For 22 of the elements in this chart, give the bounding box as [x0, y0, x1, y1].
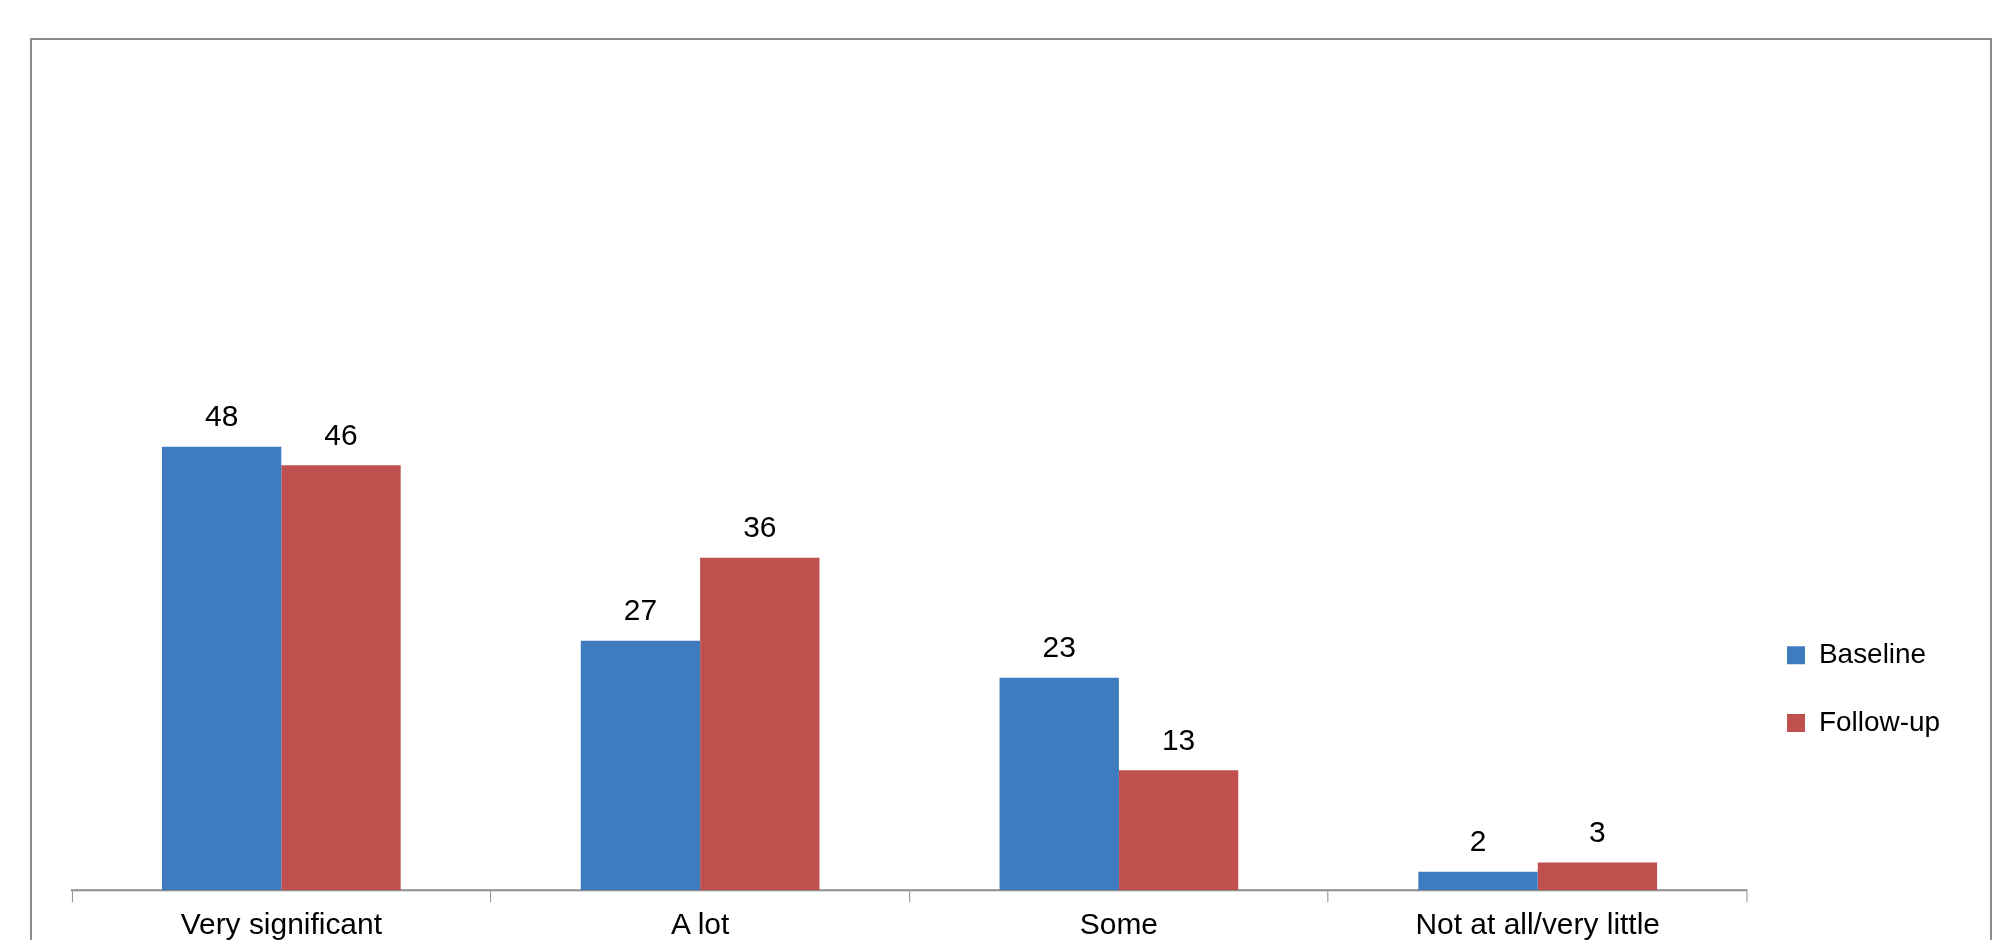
data-label: 23 [1042, 630, 1076, 664]
data-label: 36 [743, 510, 777, 544]
bar [700, 557, 820, 891]
data-label: 27 [623, 593, 658, 627]
bar [1418, 871, 1538, 891]
x-tick-label: A lot [671, 907, 730, 940]
bar [999, 677, 1119, 891]
legend-label: Baseline [1818, 638, 1927, 669]
data-label: 13 [1161, 722, 1196, 756]
legend-label: Follow-up [1818, 705, 1941, 737]
bar [580, 640, 701, 891]
data-label: 2 [1469, 824, 1487, 858]
bar [161, 446, 282, 891]
data-label: 48 [205, 399, 239, 433]
bar [1118, 770, 1239, 891]
data-label: 3 [1589, 814, 1606, 848]
data-label: 46 [324, 417, 358, 451]
x-tick-label: Very significant [180, 907, 383, 940]
bar [1537, 862, 1658, 891]
bar [281, 465, 401, 891]
x-tick-label: Some [1079, 907, 1159, 940]
x-tick-label: Not at all/very little [1415, 907, 1660, 940]
